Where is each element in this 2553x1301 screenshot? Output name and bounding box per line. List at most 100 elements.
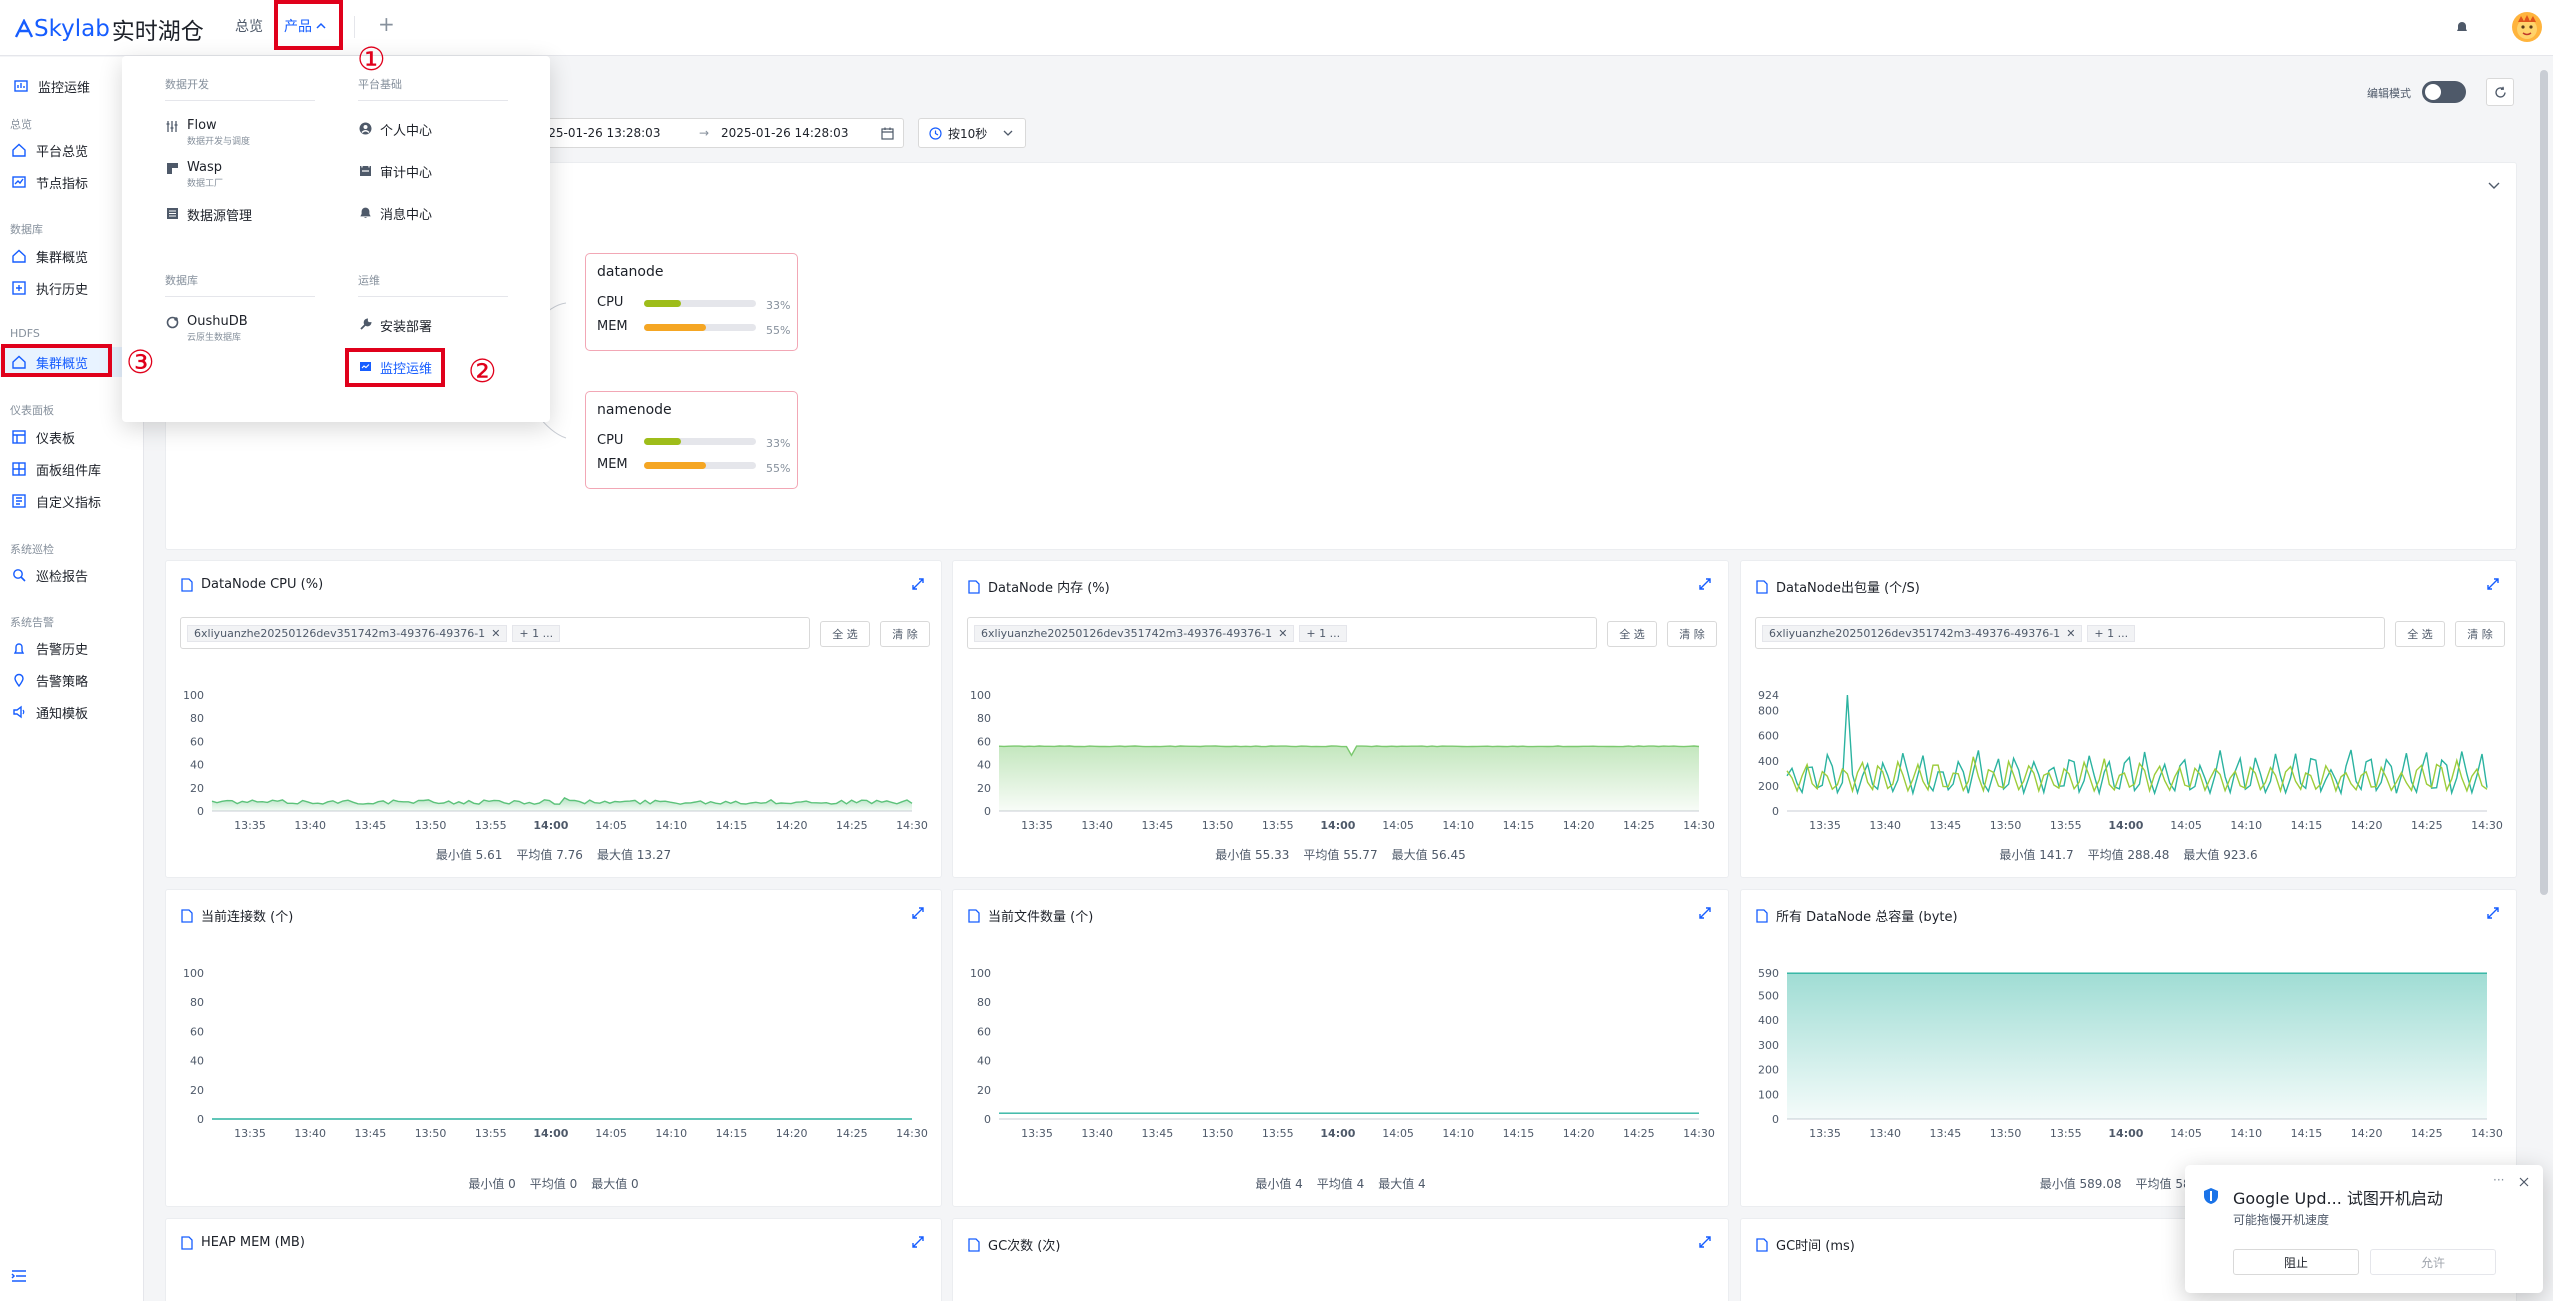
sidebar-item-dashboards[interactable]: 仪表板 bbox=[0, 422, 143, 452]
expand-icon[interactable] bbox=[911, 1235, 925, 1249]
dropdown-item-monitor-ops[interactable]: 监控运维 bbox=[359, 358, 432, 377]
y-tick-label: 100 bbox=[970, 689, 991, 702]
sidebar-item-panel-library[interactable]: 面板组件库 bbox=[0, 454, 143, 484]
toast-block-button[interactable]: 阻止 bbox=[2233, 1249, 2359, 1275]
dropdown-item-datasource[interactable]: 数据源管理 bbox=[166, 205, 252, 224]
panel-file-count: 当前文件数量 (个) 100 80 60 40 20 0 13:35 13:40 13:45 13… bbox=[952, 889, 1729, 1207]
document-icon bbox=[968, 579, 980, 594]
x-tick-label: 13:45 bbox=[1930, 819, 1962, 832]
collapse-menu-icon[interactable] bbox=[11, 1269, 27, 1283]
mem-percent: 55% bbox=[766, 324, 791, 337]
main-scrollbar[interactable] bbox=[2540, 70, 2548, 895]
sidebar-item-monitor-ops[interactable]: 监控运维 bbox=[0, 71, 143, 101]
panel-title: GC时间 (ms) bbox=[1755, 1235, 1855, 1254]
sidebar-item-notify-template[interactable]: 通知模板 bbox=[0, 697, 143, 727]
datasource-icon bbox=[167, 208, 178, 219]
expand-icon[interactable] bbox=[1698, 906, 1712, 920]
y-tick-label: 924 bbox=[1758, 689, 1779, 702]
select-all-button[interactable]: 全 选 bbox=[1607, 621, 1657, 647]
x-tick-label: 14:30 bbox=[2471, 819, 2503, 832]
sidebar-item-node-metrics[interactable]: 节点指标 bbox=[0, 167, 143, 197]
toast-more-button[interactable]: ··· bbox=[2493, 1173, 2505, 1187]
x-tick-label: 13:40 bbox=[1081, 1127, 1113, 1140]
toast-allow-button[interactable]: 允许 bbox=[2370, 1249, 2496, 1275]
panel-title: DataNode 内存 (%) bbox=[967, 577, 1110, 596]
dropdown-item-wasp[interactable]: Wasp 数据工厂 bbox=[166, 160, 223, 189]
dropdown-item-personal-center[interactable]: 个人中心 bbox=[359, 120, 432, 139]
close-icon[interactable] bbox=[2519, 1177, 2529, 1187]
clear-button[interactable]: 清 除 bbox=[1667, 621, 1717, 647]
dropdown-item-message-center[interactable]: 消息中心 bbox=[359, 204, 432, 223]
expand-icon[interactable] bbox=[911, 577, 925, 591]
y-tick-label: 0 bbox=[197, 1113, 204, 1126]
x-tick-label: 13:35 bbox=[1809, 819, 1841, 832]
expand-icon[interactable] bbox=[2486, 577, 2500, 591]
clear-button[interactable]: 清 除 bbox=[2455, 621, 2505, 647]
sidebar-item-hdfs-cluster-overview[interactable]: 集群概览 bbox=[0, 347, 143, 377]
nav-products[interactable]: 产品 bbox=[284, 16, 326, 36]
x-tick-label: 14:10 bbox=[2230, 1127, 2262, 1140]
nav-overview[interactable]: 总览 bbox=[235, 19, 263, 35]
sidebar-item-custom-metrics[interactable]: 自定义指标 bbox=[0, 486, 143, 516]
refresh-button[interactable] bbox=[2486, 78, 2514, 106]
sidebar-item-inspection-report[interactable]: 巡检报告 bbox=[0, 560, 143, 590]
bell-icon[interactable] bbox=[2454, 19, 2470, 35]
sidebar-item-alert-policy[interactable]: 告警策略 bbox=[0, 665, 143, 695]
dropdown-item-audit-center[interactable]: 审计中心 bbox=[359, 162, 432, 181]
user-avatar[interactable] bbox=[2512, 12, 2542, 42]
add-tab-button[interactable]: + bbox=[378, 12, 395, 36]
document-icon bbox=[1756, 1237, 1768, 1252]
expand-icon[interactable] bbox=[1698, 1235, 1712, 1249]
x-tick-label: 14:00 bbox=[2108, 1127, 2143, 1140]
flow-icon bbox=[166, 121, 178, 132]
select-all-button[interactable]: 全 选 bbox=[2395, 621, 2445, 647]
panel-title-text: HEAP MEM (MB) bbox=[201, 1235, 305, 1250]
time-range-picker[interactable]: 2025-01-26 13:28:03 → 2025-01-26 14:28:0… bbox=[520, 118, 904, 148]
host-select[interactable]: 6xliyuanzhe20250126dev351742m3-49376-493… bbox=[1755, 617, 2385, 649]
clear-button[interactable]: 清 除 bbox=[880, 621, 930, 647]
x-tick-label: 14:30 bbox=[896, 819, 928, 832]
sidebar-item-exec-history[interactable]: 执行历史 bbox=[0, 273, 143, 303]
x-tick-label: 14:00 bbox=[533, 819, 568, 832]
brand-logo[interactable]: Skylab 实时湖仓 bbox=[14, 12, 204, 46]
dropdown-item-install-deploy[interactable]: 安装部署 bbox=[359, 316, 432, 335]
tag-close-icon[interactable]: ✕ bbox=[2066, 626, 2076, 640]
expand-icon[interactable] bbox=[1698, 577, 1712, 591]
x-tick-label: 13:50 bbox=[415, 1127, 447, 1140]
expand-icon[interactable] bbox=[911, 906, 925, 920]
expand-icon[interactable] bbox=[2486, 906, 2500, 920]
edit-mode-toggle[interactable] bbox=[2422, 81, 2466, 103]
x-tick-label: 14:25 bbox=[2411, 1127, 2443, 1140]
panel-stats: 最小值 5.61 平均值 7.76 最大值 13.27 bbox=[166, 846, 941, 863]
tag-close-icon[interactable]: ✕ bbox=[1278, 626, 1288, 640]
chart-datanode-packets: 924 800 600 400 200 0 13:35 13:40 13:45 13:50 13:5… bbox=[1758, 689, 2503, 832]
node-card-datanode[interactable]: datanode CPU 33% MEM 55% bbox=[585, 253, 798, 351]
startup-notification: Google Upd... 试图开机启动 可能拖慢开机速度 ··· 阻止 允许 bbox=[2185, 1165, 2543, 1293]
panel-gc-count: GC次数 (次) bbox=[952, 1218, 1729, 1301]
node-card-namenode[interactable]: namenode CPU 33% MEM 55% bbox=[585, 391, 798, 489]
x-tick-label: 14:30 bbox=[1683, 819, 1715, 832]
host-select[interactable]: 6xliyuanzhe20250126dev351742m3-49376-493… bbox=[180, 617, 810, 649]
dropdown-item-oushudb[interactable]: OushuDB 云原生数据库 bbox=[166, 314, 248, 343]
stat-min: 最小值 55.33 bbox=[1215, 848, 1290, 862]
node-name: datanode bbox=[597, 264, 664, 280]
collapse-chevron-icon[interactable] bbox=[2488, 179, 2500, 191]
cpu-label: CPU bbox=[597, 295, 624, 310]
x-tick-label: 14:10 bbox=[1442, 819, 1474, 832]
annotation-step-2: ② bbox=[468, 352, 497, 390]
sidebar-item-platform-overview[interactable]: 平台总览 bbox=[0, 135, 143, 165]
tag-close-icon[interactable]: ✕ bbox=[491, 626, 501, 640]
select-all-button[interactable]: 全 选 bbox=[820, 621, 870, 647]
chart-datanode-mem: 100 80 60 40 20 0 13:35 13:40 13:45 13:50 13:55 14:… bbox=[970, 689, 1715, 832]
refresh-interval-select[interactable]: 按10秒 bbox=[918, 118, 1026, 148]
sidebar-item-db-cluster-overview[interactable]: 集群概览 bbox=[0, 241, 143, 271]
host-select[interactable]: 6xliyuanzhe20250126dev351742m3-49376-493… bbox=[967, 617, 1597, 649]
x-tick-label: 14:05 bbox=[1382, 1127, 1414, 1140]
nav-products-label: 产品 bbox=[284, 19, 312, 35]
chart-datanode-cpu: 100 80 60 40 20 0 13:35 13:40 13:45 13:50 13:55 14:… bbox=[183, 689, 928, 832]
panel-stats: 最小值 141.7 平均值 288.48 最大值 923.6 bbox=[1741, 846, 2516, 863]
dropdown-item-flow[interactable]: Flow 数据开发与调度 bbox=[166, 118, 250, 147]
time-arrow: → bbox=[699, 126, 710, 140]
personal-center-label: 个人中心 bbox=[380, 124, 433, 139]
sidebar-item-alert-history[interactable]: 告警历史 bbox=[0, 633, 143, 663]
